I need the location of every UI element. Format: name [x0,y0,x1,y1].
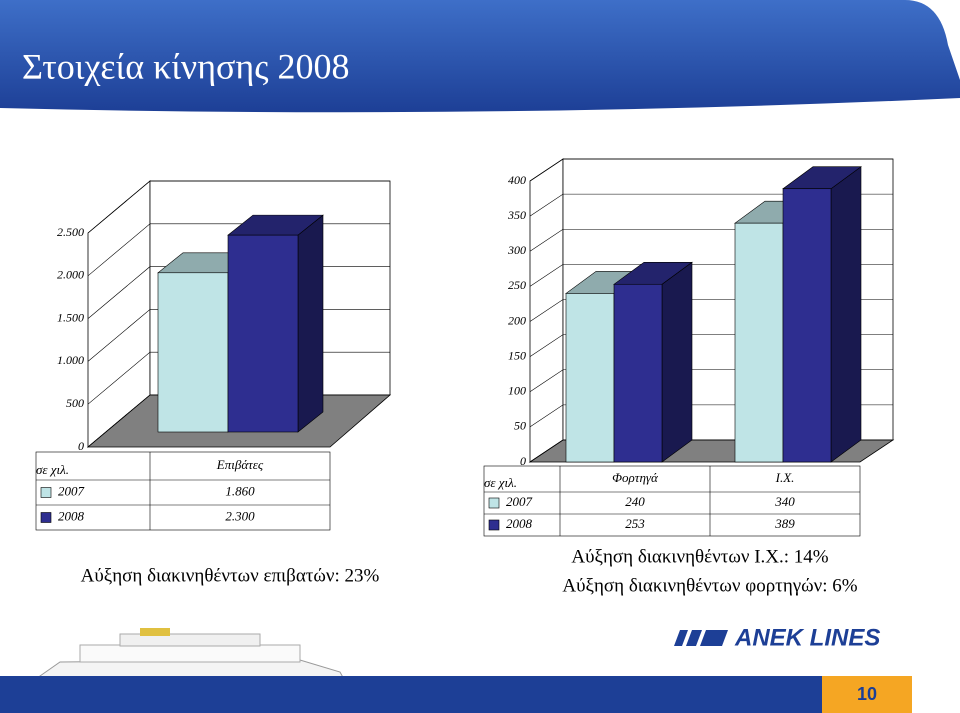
logo-text: ANEK LINES [734,624,880,651]
page-number-box [822,676,912,713]
y-tick-label: 100 [508,384,526,398]
data-label: 240 [625,494,645,509]
y-tick-label: 500 [66,396,84,410]
y-tick-label: 2.500 [57,225,84,239]
y-tick-label: 1.500 [57,310,84,324]
x-tick-label: Επιβάτες [216,457,264,472]
y-tick-label: 2.000 [57,268,84,282]
legend-swatch [40,512,52,523]
page-number: 10 [857,684,877,704]
table-frame [35,451,331,531]
data-label: 389 [774,516,795,531]
bar-side [297,214,324,433]
legend-swatch [40,487,52,498]
legend-label: 2007 [58,483,85,498]
legend-swatch [488,497,500,509]
bar [613,283,663,463]
y-tick-label: 0 [78,439,84,453]
bar [565,293,615,463]
y-tick-label: 150 [508,348,526,362]
axis-unit: σε χιλ. [36,462,69,477]
data-label: 253 [625,516,645,531]
legend-swatch [488,519,500,531]
bar [782,188,832,463]
axis-unit: σε χιλ. [484,475,517,490]
grid-line [529,158,893,182]
legend-label: 2008 [58,508,85,523]
x-tick-label: Ι.Χ. [775,470,795,485]
data-label: 340 [774,494,795,509]
bar-side [661,261,693,463]
y-tick-label: 300 [507,243,526,257]
footer-bar [0,676,822,713]
data-label: 2.300 [225,508,255,523]
y-tick-label: 1.000 [57,353,84,367]
grid-line [87,180,390,234]
data-label: 1.860 [225,483,255,498]
slide-title: Στοιχεία κίνησης 2008 [22,46,350,86]
y-tick-label: 50 [514,419,526,433]
y-tick-label: 350 [507,208,526,222]
logo: ANEK LINES [674,624,880,651]
bar [157,272,229,433]
y-tick-label: 400 [508,173,526,187]
bar-side [830,166,862,463]
legend-label: 2008 [506,516,533,531]
y-tick-label: 200 [508,313,526,327]
y-tick-label: 0 [520,454,526,468]
table-frame [483,465,861,537]
annotation: Αύξηση διακινηθέντων Ι.Χ.: 14% [571,546,828,567]
y-tick-label: 250 [508,278,526,292]
annotation: Αύξηση διακινηθέντων φορτηγών: 6% [562,575,857,596]
title-banner [0,0,960,113]
x-tick-label: Φορτηγά [612,470,659,485]
annotation: Αύξηση διακινηθέντων επιβατών: 23% [81,565,380,586]
legend-label: 2007 [506,494,533,509]
bar [734,222,784,463]
bar [227,234,299,433]
